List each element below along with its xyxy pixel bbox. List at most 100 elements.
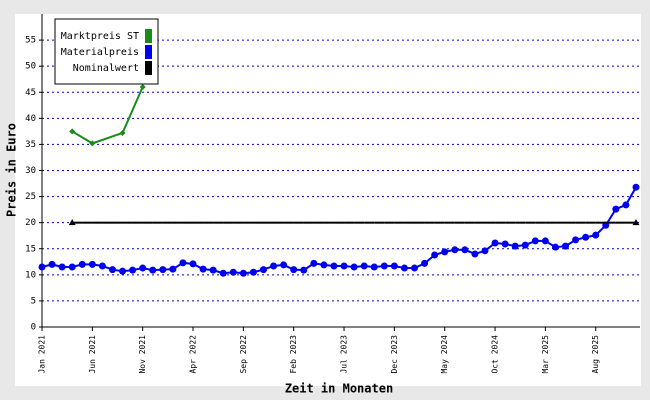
legend-box <box>54 18 159 85</box>
x-tick-label: Sep 2022 <box>239 335 248 374</box>
point <box>129 266 137 274</box>
x-tick-label: Jun 2021 <box>88 335 97 374</box>
point <box>199 265 207 273</box>
y-axis-label: Preis in Euro <box>5 123 19 217</box>
point <box>310 259 318 267</box>
point <box>380 262 388 270</box>
point <box>139 84 146 91</box>
point <box>632 219 640 226</box>
y-tick-label: 35 <box>25 140 36 150</box>
x-tick-label: Jul 2023 <box>340 335 349 374</box>
point <box>562 242 570 250</box>
y-tick-label: 45 <box>25 88 36 98</box>
point <box>330 262 338 270</box>
y-tick-label: 10 <box>25 270 36 280</box>
point <box>69 128 76 135</box>
point <box>149 266 157 274</box>
point <box>189 260 197 268</box>
point <box>491 239 499 247</box>
point <box>320 261 328 269</box>
point <box>270 262 278 270</box>
point <box>58 263 66 271</box>
point <box>481 247 489 255</box>
point <box>461 246 469 254</box>
x-tick-label: Jan 2021 <box>38 335 47 374</box>
point <box>229 268 237 276</box>
point <box>68 219 76 226</box>
y-tick-label: 0 <box>31 323 36 333</box>
y-tick-label: 55 <box>25 36 36 46</box>
legend-swatch <box>145 29 152 43</box>
point <box>139 264 147 272</box>
x-tick-label: May 2024 <box>440 335 449 374</box>
y-tick-label: 15 <box>25 244 36 254</box>
point <box>209 266 217 274</box>
point <box>360 262 368 270</box>
x-axis-label: Zeit in Monaten <box>285 382 393 396</box>
point <box>551 243 559 251</box>
point <box>592 231 600 239</box>
x-tick-label: Apr 2022 <box>189 335 198 374</box>
point <box>119 129 126 136</box>
point <box>159 266 167 274</box>
point <box>441 248 449 256</box>
point <box>179 259 187 267</box>
legend-label: Marktpreis ST <box>61 31 139 42</box>
point <box>219 269 227 277</box>
point <box>622 201 630 209</box>
point <box>68 263 76 271</box>
point <box>108 266 116 274</box>
point <box>541 237 549 245</box>
x-tick-label: Aug 2025 <box>591 335 600 374</box>
point <box>451 246 459 254</box>
point <box>431 251 439 259</box>
point <box>249 268 257 276</box>
point <box>421 259 429 267</box>
point <box>612 205 620 213</box>
point <box>300 266 308 274</box>
legend-swatch <box>145 45 152 59</box>
point <box>531 237 539 245</box>
point <box>119 267 127 275</box>
point <box>411 264 419 272</box>
point <box>350 263 358 271</box>
point <box>632 183 640 191</box>
legend-swatch <box>145 61 152 75</box>
point <box>78 260 86 268</box>
point <box>340 262 348 270</box>
x-tick-label: Mar 2025 <box>541 335 550 374</box>
point <box>48 260 56 268</box>
point <box>280 261 288 269</box>
point <box>169 265 177 273</box>
x-tick-label: Oct 2024 <box>491 335 500 374</box>
series-line <box>121 86 144 134</box>
point <box>98 262 106 270</box>
point <box>582 233 590 241</box>
y-tick-label: 20 <box>25 218 36 228</box>
series-line <box>71 130 93 145</box>
y-tick-label: 40 <box>25 114 36 124</box>
x-tick-label: Dec 2023 <box>390 335 399 374</box>
y-tick-label: 25 <box>25 192 36 202</box>
point <box>501 240 509 248</box>
point <box>471 250 479 258</box>
x-tick-label: Nov 2021 <box>138 335 147 374</box>
point <box>290 266 298 274</box>
y-tick-label: 30 <box>25 166 36 176</box>
legend-label: Materialpreis <box>61 47 139 58</box>
y-tick-label: 5 <box>31 296 36 306</box>
point <box>259 266 267 274</box>
point <box>370 263 378 271</box>
point <box>400 264 408 272</box>
point <box>572 236 580 244</box>
point <box>89 140 96 147</box>
point <box>511 242 519 250</box>
series-line <box>92 131 123 145</box>
x-tick-label: Feb 2023 <box>289 335 298 374</box>
point <box>38 263 46 271</box>
point <box>239 269 247 277</box>
y-tick-label: 50 <box>25 62 36 72</box>
point <box>521 241 529 249</box>
point <box>390 262 398 270</box>
